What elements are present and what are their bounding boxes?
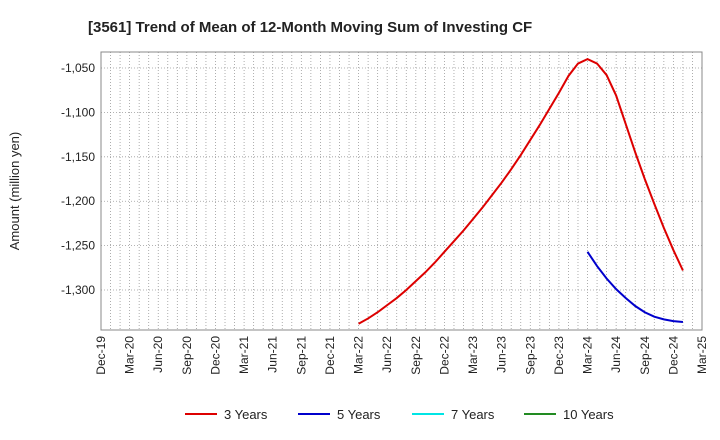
x-tick-label: Jun-21 xyxy=(266,336,280,373)
y-tick-label: -1,200 xyxy=(61,194,95,208)
chart-title: [3561] Trend of Mean of 12-Month Moving … xyxy=(88,19,532,36)
x-tick-label: Dec-20 xyxy=(208,336,222,375)
grid-lines xyxy=(101,52,702,330)
x-axis-ticks: Dec-19 Mar-20 Jun-20 Sep-20 Dec-20 Mar-21 Jun-… xyxy=(94,336,709,375)
legend-label: 3 Years xyxy=(224,407,268,422)
x-tick-label: Mar-25 xyxy=(695,336,709,374)
x-tick-label: Jun-22 xyxy=(380,336,394,373)
x-tick-label: Jun-23 xyxy=(495,336,509,373)
x-tick-label: Sep-20 xyxy=(180,336,194,375)
y-tick-label: -1,050 xyxy=(61,61,95,75)
x-tick-label: Sep-21 xyxy=(294,336,308,375)
x-tick-label: Sep-24 xyxy=(638,336,652,375)
y-tick-label: -1,100 xyxy=(61,105,95,119)
x-tick-label: Dec-24 xyxy=(666,336,680,375)
series-line xyxy=(358,58,684,325)
x-tick-label: Mar-21 xyxy=(237,336,251,374)
x-tick-label: Sep-23 xyxy=(523,336,537,375)
x-tick-label: Sep-22 xyxy=(409,336,423,375)
y-tick-label: -1,250 xyxy=(61,239,95,253)
plot-area-border xyxy=(100,51,703,331)
x-tick-label: Mar-22 xyxy=(352,336,366,374)
x-tick-label: Dec-23 xyxy=(552,336,566,375)
x-tick-label: Mar-20 xyxy=(123,336,137,374)
y-axis-ticks: -1,050 -1,100 -1,150 -1,200 -1,250 -1,300 xyxy=(61,61,95,297)
y-tick-label: -1,150 xyxy=(61,150,95,164)
x-tick-label: Dec-19 xyxy=(94,336,108,375)
x-tick-label: Dec-22 xyxy=(437,336,451,375)
x-tick-label: Dec-21 xyxy=(323,336,337,375)
legend-label: 5 Years xyxy=(337,407,381,422)
x-tick-label: Mar-23 xyxy=(466,336,480,374)
x-tick-label: Jun-20 xyxy=(151,336,165,373)
series-lines xyxy=(358,58,684,325)
legend: 3 Years 5 Years 7 Years 10 Years xyxy=(185,407,614,422)
legend-label: 7 Years xyxy=(451,407,495,422)
y-axis-label: Amount (million yen) xyxy=(7,132,22,251)
x-tick-label: Jun-24 xyxy=(609,336,623,373)
series-line xyxy=(586,251,684,324)
x-tick-label: Mar-24 xyxy=(581,336,595,374)
legend-label: 10 Years xyxy=(563,407,614,422)
y-tick-label: -1,300 xyxy=(61,283,95,297)
